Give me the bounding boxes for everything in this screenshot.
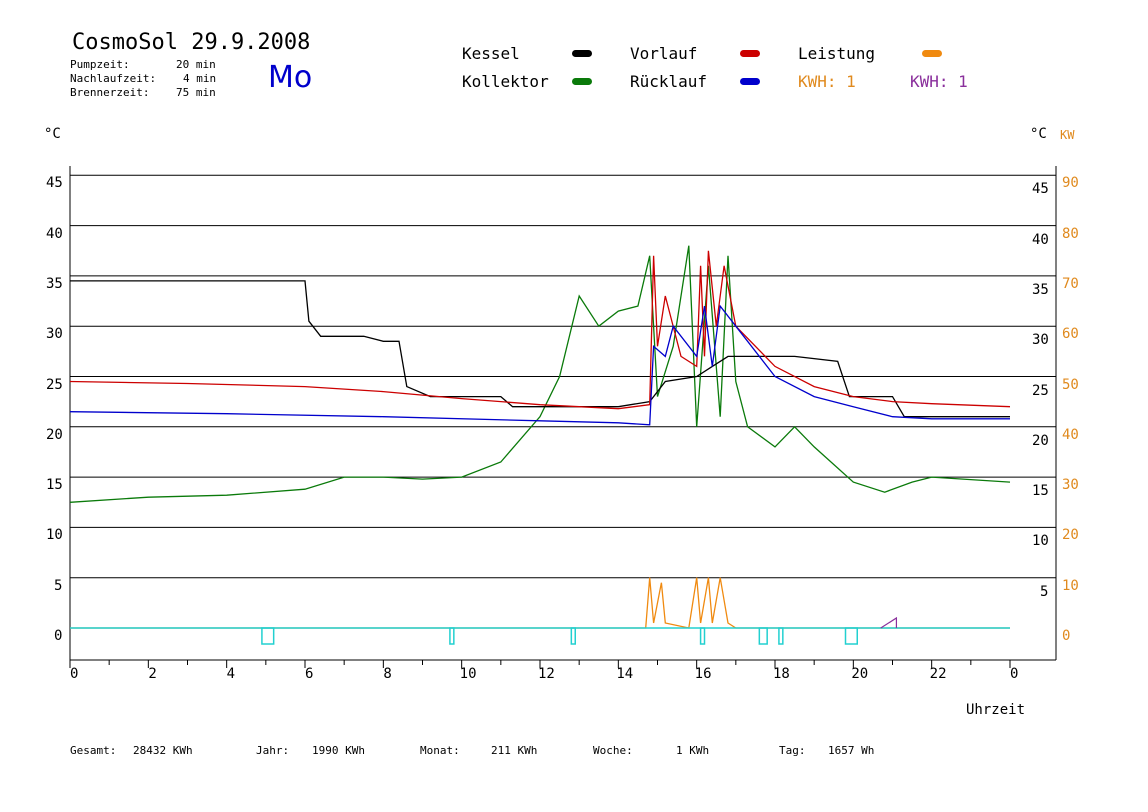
legend-kessel-swatch <box>572 50 592 57</box>
legend-kollektor-swatch <box>572 78 592 85</box>
x-tick-label: 2 <box>148 666 157 682</box>
kw-tick-label: 50 <box>1062 376 1079 393</box>
right-tick-label: 20 <box>1032 432 1049 449</box>
right-kw-label: KW <box>1060 128 1075 142</box>
pump-run-marker <box>758 627 768 645</box>
right-tick-label: 5 <box>1040 583 1049 600</box>
brennerzeit-value: 75 min <box>176 86 216 99</box>
x-tick-label: 10 <box>459 666 477 682</box>
left-tick-label: 10 <box>46 527 63 544</box>
kw-tick-label: 80 <box>1062 225 1079 242</box>
kw-tick-label: 20 <box>1062 527 1079 544</box>
footer-jahr-label: Jahr: <box>256 744 290 757</box>
right-tick-label: 30 <box>1032 332 1049 349</box>
kw-tick-label: 70 <box>1062 275 1079 292</box>
x-tick-label: 6 <box>305 666 314 682</box>
x-tick-label: 22 <box>929 666 947 682</box>
nachlaufzeit-label: Nachlaufzeit: <box>70 72 157 85</box>
left-tick-label: 30 <box>46 326 63 343</box>
footer-monat-value: 211 KWh <box>491 744 538 757</box>
x-tick-label: 12 <box>538 666 555 682</box>
series-line-ruecklauf <box>69 304 1010 426</box>
right-unit-label: °C <box>1030 126 1047 142</box>
left-tick-label: 40 <box>46 225 63 242</box>
pumpzeit-label: Pumpzeit: <box>70 58 130 71</box>
kw-tick-label: 30 <box>1062 477 1079 494</box>
x-tick-label: 20 <box>851 666 869 682</box>
series-line-kollektor <box>69 245 1011 503</box>
left-tick-label: 45 <box>46 175 63 192</box>
kw-tick-label: 40 <box>1062 426 1079 443</box>
weekday-label: Mo <box>268 60 313 95</box>
legend-kollektor: Kollektor <box>462 72 549 91</box>
right-tick-label: 45 <box>1032 181 1049 198</box>
right-tick-label: 40 <box>1032 231 1049 248</box>
right-tick-label: 25 <box>1032 382 1049 399</box>
footer-gesamt-label: Gesamt: <box>70 744 117 757</box>
legend-leistung: Leistung <box>798 44 876 63</box>
x-tick-label: 14 <box>616 666 634 682</box>
x-tick-label: 0 <box>70 666 79 682</box>
legend-kessel: Kessel <box>462 44 520 63</box>
x-tick-label: 4 <box>226 666 236 682</box>
pump-run-marker <box>261 627 275 645</box>
kw-tick-label: 0 <box>1062 628 1071 644</box>
pump-run-marker <box>570 627 576 645</box>
legend-vorlauf-swatch <box>740 50 760 57</box>
kw-tick-label: 10 <box>1062 577 1079 594</box>
right-tick-label: 10 <box>1032 533 1049 550</box>
pumpzeit-value: 20 min <box>176 58 216 71</box>
legend-kwh-orange: KWH: 1 <box>798 72 856 91</box>
footer-tag-label: Tag: <box>779 744 806 757</box>
left-tick-label: 35 <box>46 275 63 292</box>
pump-run-marker <box>449 627 455 645</box>
nachlaufzeit-value: 4 min <box>183 72 217 85</box>
left-tick-label: 20 <box>46 426 63 443</box>
pump-run-marker <box>699 627 706 645</box>
legend-kwh-purple: KWH: 1 <box>910 72 968 91</box>
legend-ruecklauf-swatch <box>740 78 760 85</box>
footer-monat-label: Monat: <box>420 744 460 757</box>
legend-vorlauf: Vorlauf <box>630 44 698 63</box>
x-tick-label: 8 <box>383 666 392 682</box>
x-tick-label: 16 <box>694 666 712 682</box>
x-tick-label: 18 <box>773 666 790 682</box>
series-line-vorlauf <box>69 250 1011 410</box>
right-tick-label: 15 <box>1032 483 1049 500</box>
right-tick-label: 35 <box>1032 281 1049 298</box>
footer-jahr-value: 1990 KWh <box>312 744 365 757</box>
kw-tick-label: 90 <box>1062 175 1079 192</box>
kw-tick-label: 60 <box>1062 326 1079 343</box>
footer-tag-value: 1657 Wh <box>828 744 875 757</box>
x-axis-label: Uhrzeit <box>966 702 1026 718</box>
footer-woche-label: Woche: <box>593 744 633 757</box>
kwh-marker <box>880 616 898 629</box>
legend-leistung-swatch <box>922 50 942 57</box>
brennerzeit-label: Brennerzeit: <box>70 86 150 99</box>
left-unit-label: °C <box>44 126 61 142</box>
left-tick-label: 0 <box>54 628 63 644</box>
chart-title: CosmoSol 29.9.2008 <box>72 30 311 55</box>
pump-run-marker <box>844 627 858 645</box>
series-line-kessel <box>70 280 1010 418</box>
pump-run-marker <box>778 627 784 645</box>
legend-ruecklauf: Rücklauf <box>630 72 708 91</box>
left-tick-label: 5 <box>54 577 63 594</box>
x-tick-label: 0 <box>1010 666 1019 682</box>
left-tick-label: 25 <box>46 376 63 393</box>
footer-woche-value: 1 KWh <box>676 744 710 757</box>
left-tick-label: 15 <box>46 477 63 494</box>
series-line-leistung <box>70 577 1010 629</box>
footer-gesamt-value: 28432 KWh <box>133 744 193 757</box>
